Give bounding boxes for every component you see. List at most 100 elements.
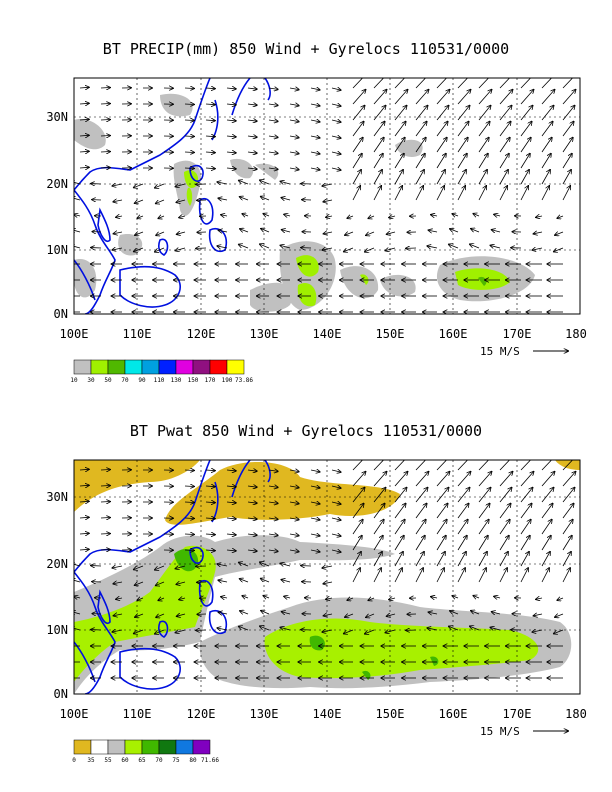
wind-vector [457, 520, 468, 535]
wind-vector [415, 488, 428, 503]
wind-vector [268, 534, 278, 535]
wind-vector [520, 78, 535, 89]
wind-vector [280, 627, 291, 630]
wind-vector [541, 106, 554, 121]
wind-vector [226, 152, 236, 153]
wind-vector [394, 122, 406, 137]
wind-vector [499, 154, 509, 169]
wind-vector [365, 629, 375, 634]
wind-vector [457, 170, 466, 185]
wind-vector [239, 562, 249, 567]
wind-vector [155, 629, 165, 634]
lat-label-30N: 30N [46, 490, 68, 504]
wind-vector [175, 566, 186, 569]
wind-vector [562, 154, 572, 169]
wind-vector [155, 565, 165, 570]
lat-label-0N: 0N [54, 307, 68, 321]
wind-vector [373, 138, 384, 153]
wind-vector [268, 104, 278, 105]
wind-vector [541, 552, 550, 567]
wind-vector [499, 488, 512, 503]
wind-vector [113, 582, 123, 584]
wind-vector [135, 614, 144, 617]
wind-vector [247, 534, 257, 535]
wind-vector [226, 88, 236, 89]
wind-vector [533, 614, 543, 616]
wind-vector [135, 582, 144, 585]
colorbar-label: 150 [188, 377, 199, 384]
wind-vector [79, 167, 89, 168]
wind-vector [449, 244, 459, 249]
colorbar-label: 10 [70, 377, 78, 384]
wind-vector [205, 120, 215, 121]
wind-vector [520, 122, 532, 137]
wind-vector [247, 104, 257, 105]
wind-vector [562, 90, 576, 105]
wind-vector [247, 152, 257, 153]
wind-vector [260, 626, 270, 631]
wind-vector [261, 579, 270, 583]
wind-vector [331, 534, 341, 536]
wind-vector [352, 154, 362, 169]
colorbar-label: 70 [155, 757, 163, 764]
pwat-colorbar: 0 35 55 60 65 70 75 80 71.66 [72, 739, 219, 764]
wind-vector [457, 460, 472, 471]
wind-vector [282, 230, 291, 232]
wind-vector [541, 138, 552, 153]
wind-vector [268, 136, 278, 137]
colorbar-swatch [158, 359, 177, 375]
wind-vector [457, 78, 472, 89]
colorbar-swatch [226, 359, 245, 375]
wind-vector [520, 520, 531, 535]
wind-vector [394, 170, 403, 185]
wind-vector [428, 612, 438, 614]
wind-vector [562, 170, 571, 185]
wind-vector [450, 611, 459, 614]
lat-lon-grid [74, 460, 580, 694]
wind-vector [555, 614, 564, 617]
wind-vector [289, 518, 299, 520]
wind-vector [79, 103, 89, 104]
wind-vector [473, 596, 480, 598]
wind-vector [520, 472, 534, 487]
wind-vector [331, 168, 341, 170]
wind-vector [415, 154, 425, 169]
wind-vector [134, 247, 144, 252]
wind-vector [240, 197, 249, 200]
wind-vector [373, 170, 382, 185]
wind-vector [562, 536, 572, 551]
wind-vector [394, 520, 405, 535]
wind-vector [415, 536, 425, 551]
colorbar-swatch [141, 359, 160, 375]
wind-vector [499, 90, 513, 105]
wind-vector [217, 182, 228, 184]
wind-vector [499, 460, 514, 471]
wind-vectors [74, 460, 577, 678]
wind-vector [352, 138, 363, 153]
wind-vector [310, 120, 320, 122]
wind-vector [310, 470, 320, 472]
wind-vector [179, 598, 186, 600]
wind-vector [471, 611, 480, 614]
wind-vector [415, 552, 424, 567]
wind-vector [436, 138, 447, 153]
wind-vector [177, 614, 186, 616]
map1-title: BT PRECIP(mm) 850 Wind + Gyrelocs 110531… [102, 40, 510, 58]
wind-vector [415, 138, 426, 153]
lon-label: 110E [123, 327, 152, 341]
wind-vector [490, 245, 501, 248]
wind-vector [331, 502, 341, 504]
wind-vector [268, 550, 278, 551]
wind-vector [554, 247, 564, 252]
colorbar-swatch [73, 359, 92, 375]
wind-vector [478, 106, 491, 121]
wind-vector [331, 518, 341, 520]
wind-vector [79, 151, 89, 152]
wind-vector [415, 520, 426, 535]
lon-label: 170E [503, 707, 532, 721]
wind-vector [205, 104, 215, 105]
wind-vector [478, 536, 488, 551]
wind-vector [310, 168, 320, 170]
wind-vector [205, 534, 215, 535]
wind-vector [436, 552, 445, 567]
